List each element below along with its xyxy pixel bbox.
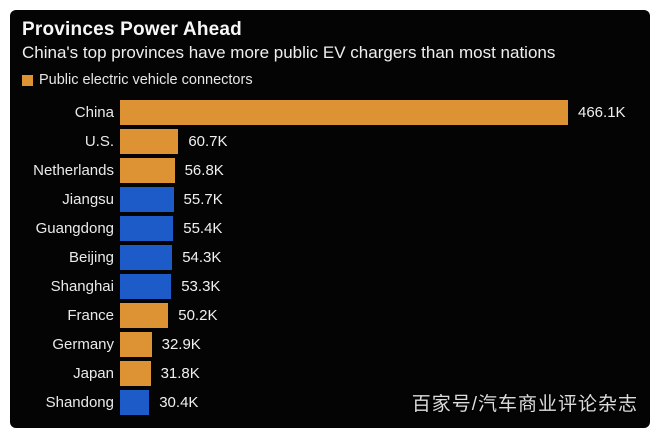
value-label: 60.7K <box>188 133 228 150</box>
category-label: Shandong <box>45 394 114 411</box>
bar-row: Jiangsu 55.7K <box>22 187 638 212</box>
bar-row: Netherlands 56.8K <box>22 158 638 183</box>
bar-us <box>120 129 179 154</box>
bar-guangdong <box>120 216 174 241</box>
value-label: 32.9K <box>161 336 201 353</box>
bar-row: China 466.1K <box>22 100 638 125</box>
legend-label: Public electric vehicle connectors <box>39 72 253 88</box>
bar-row: Japan 31.8K <box>22 361 638 386</box>
bar-beijing <box>120 245 173 270</box>
bar-row: U.S. 60.7K <box>22 129 638 154</box>
category-label: Shanghai <box>50 278 114 295</box>
bar-row: Shanghai 53.3K <box>22 274 638 299</box>
value-label: 31.8K <box>160 365 200 382</box>
bar-jiangsu <box>120 187 174 212</box>
value-label: 50.2K <box>178 307 218 324</box>
bar-china <box>120 100 568 125</box>
value-label: 53.3K <box>181 278 221 295</box>
category-label: Netherlands <box>33 162 114 179</box>
bar-germany <box>120 332 152 357</box>
category-label: China <box>74 104 114 121</box>
bar-japan <box>120 361 151 386</box>
chart-panel: Provinces Power Ahead China's top provin… <box>10 10 650 428</box>
value-label: 55.7K <box>183 191 223 208</box>
legend: Public electric vehicle connectors <box>22 73 638 88</box>
chart-title: Provinces Power Ahead <box>22 19 242 40</box>
category-label: Jiangsu <box>62 191 114 208</box>
category-label: Beijing <box>68 249 114 266</box>
bar-shandong <box>120 390 150 415</box>
bar-netherlands <box>120 158 175 183</box>
bar-chart: China 466.1K U.S. 60.7K Netherlands 56.8K Jian… <box>22 100 638 415</box>
category-label: Guangdong <box>35 220 114 237</box>
chart-subtitle: China's top provinces have more public E… <box>22 43 556 62</box>
category-label: Japan <box>73 365 114 382</box>
value-label: 55.4K <box>183 220 223 237</box>
value-label: 30.4K <box>159 394 199 411</box>
category-label: U.S. <box>84 133 114 150</box>
bar-row: Guangdong 55.4K <box>22 216 638 241</box>
value-label: 54.3K <box>182 249 222 266</box>
bar-row: France 50.2K <box>22 303 638 328</box>
value-label: 466.1K <box>578 104 626 121</box>
category-label: Germany <box>52 336 114 353</box>
bar-row: Germany 32.9K <box>22 332 638 357</box>
bar-france <box>120 303 169 328</box>
bar-row: Shandong 30.4K <box>22 390 638 415</box>
bar-shanghai <box>120 274 172 299</box>
category-label: France <box>67 307 114 324</box>
watermark: 百家号/汽车商业评论杂志 <box>411 394 638 415</box>
bar-row: Beijing 54.3K <box>22 245 638 270</box>
legend-swatch-icon <box>22 75 33 86</box>
value-label: 56.8K <box>184 162 224 179</box>
